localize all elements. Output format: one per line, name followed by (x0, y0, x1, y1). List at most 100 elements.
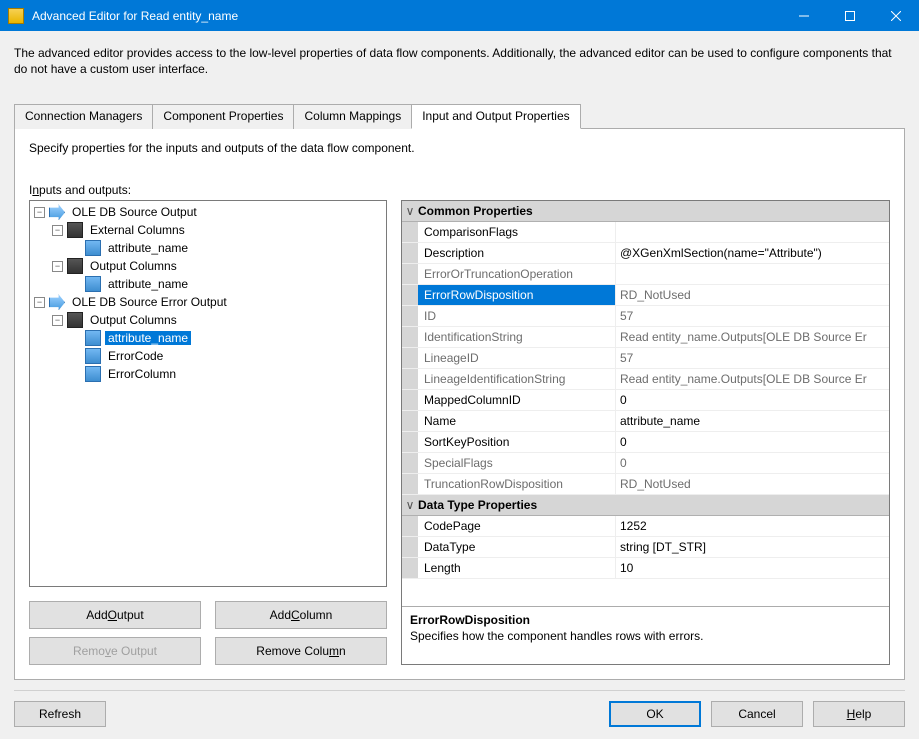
panel-description: Specify properties for the inputs and ou… (29, 141, 890, 155)
property-row[interactable]: ID57 (402, 306, 889, 327)
property-row[interactable]: SpecialFlags0 (402, 453, 889, 474)
property-row[interactable]: ErrorRowDispositionRD_NotUsed (402, 285, 889, 306)
property-name: Description (418, 243, 616, 263)
property-name: ID (418, 306, 616, 326)
property-row[interactable]: ComparisonFlags (402, 222, 889, 243)
property-panel: ∨Common PropertiesComparisonFlagsDescrip… (401, 200, 890, 665)
column-icon (85, 240, 101, 256)
collapse-icon[interactable]: ∨ (402, 498, 418, 512)
property-value[interactable]: Read entity_name.Outputs[OLE DB Source E… (616, 327, 889, 347)
property-row[interactable]: Length10 (402, 558, 889, 579)
property-row[interactable]: MappedColumnID0 (402, 390, 889, 411)
property-name: SpecialFlags (418, 453, 616, 473)
divider (14, 690, 905, 691)
property-value[interactable]: 10 (616, 558, 889, 578)
io-tree[interactable]: −OLE DB Source Output −External Columns … (29, 200, 387, 587)
ok-button[interactable]: OK (609, 701, 701, 727)
collapse-icon[interactable]: ∨ (402, 204, 418, 218)
property-value[interactable]: @XGenXmlSection(name="Attribute") (616, 243, 889, 263)
tree-node-column[interactable]: ErrorCode (30, 347, 386, 365)
left-column: −OLE DB Source Output −External Columns … (29, 200, 387, 665)
collapse-icon[interactable]: − (52, 261, 63, 272)
property-value[interactable]: string [DT_STR] (616, 537, 889, 557)
refresh-button[interactable]: Refresh (14, 701, 106, 727)
property-value[interactable]: attribute_name (616, 411, 889, 431)
property-name: Length (418, 558, 616, 578)
tree-buttons: Add Output Add Column Remove Output Remo… (29, 601, 387, 665)
collapse-icon[interactable]: − (34, 297, 45, 308)
tab-connection-managers[interactable]: Connection Managers (14, 104, 153, 129)
tabs-header: Connection Managers Component Properties… (14, 104, 905, 129)
tree-node-column-selected[interactable]: attribute_name (30, 329, 386, 347)
titlebar: Advanced Editor for Read entity_name (0, 0, 919, 31)
app-icon (8, 8, 24, 24)
property-row[interactable]: CodePage1252 (402, 516, 889, 537)
property-value[interactable]: 0 (616, 432, 889, 452)
category-label: Data Type Properties (418, 498, 537, 512)
tree-node-external-columns[interactable]: −External Columns (30, 221, 386, 239)
tab-column-mappings[interactable]: Column Mappings (293, 104, 412, 129)
column-icon (85, 348, 101, 364)
property-value[interactable]: RD_NotUsed (616, 474, 889, 494)
property-grid[interactable]: ∨Common PropertiesComparisonFlagsDescrip… (402, 201, 889, 606)
add-output-button[interactable]: Add Output (29, 601, 201, 629)
tree-node-output-columns[interactable]: −Output Columns (30, 311, 386, 329)
folder-icon (67, 258, 83, 274)
property-row[interactable]: LineageID57 (402, 348, 889, 369)
tree-node-ole-error-output[interactable]: −OLE DB Source Error Output (30, 293, 386, 311)
property-value[interactable]: Read entity_name.Outputs[OLE DB Source E… (616, 369, 889, 389)
minimize-button[interactable] (781, 0, 827, 31)
property-row[interactable]: DataTypestring [DT_STR] (402, 537, 889, 558)
collapse-icon[interactable]: − (52, 225, 63, 236)
property-row[interactable]: Description@XGenXmlSection(name="Attribu… (402, 243, 889, 264)
tree-node-output-columns[interactable]: −Output Columns (30, 257, 386, 275)
tab-io-properties[interactable]: Input and Output Properties (411, 104, 580, 129)
tree-node-column[interactable]: attribute_name (30, 239, 386, 257)
property-row[interactable]: SortKeyPosition0 (402, 432, 889, 453)
property-name: Name (418, 411, 616, 431)
property-value[interactable]: 1252 (616, 516, 889, 536)
footer: Refresh OK Cancel Help (14, 701, 905, 727)
property-value[interactable]: 57 (616, 348, 889, 368)
window-title: Advanced Editor for Read entity_name (32, 9, 781, 23)
property-value[interactable]: RD_NotUsed (616, 285, 889, 305)
property-value[interactable]: 0 (616, 390, 889, 410)
collapse-icon[interactable]: − (34, 207, 45, 218)
output-icon (49, 204, 65, 220)
property-row[interactable]: ErrorOrTruncationOperation (402, 264, 889, 285)
property-row[interactable]: Nameattribute_name (402, 411, 889, 432)
property-value[interactable]: 57 (616, 306, 889, 326)
property-name: IdentificationString (418, 327, 616, 347)
property-name: MappedColumnID (418, 390, 616, 410)
column-icon (85, 330, 101, 346)
output-icon (49, 294, 65, 310)
property-value[interactable] (616, 264, 889, 284)
property-category[interactable]: ∨Data Type Properties (402, 495, 889, 516)
collapse-icon[interactable]: − (52, 315, 63, 326)
folder-icon (67, 222, 83, 238)
help-title: ErrorRowDisposition (410, 613, 881, 627)
property-row[interactable]: IdentificationStringRead entity_name.Out… (402, 327, 889, 348)
cancel-button[interactable]: Cancel (711, 701, 803, 727)
column-icon (85, 366, 101, 382)
property-value[interactable]: 0 (616, 453, 889, 473)
maximize-button[interactable] (827, 0, 873, 31)
property-value[interactable] (616, 222, 889, 242)
add-column-button[interactable]: Add Column (215, 601, 387, 629)
remove-column-button[interactable]: Remove Column (215, 637, 387, 665)
content-area: The advanced editor provides access to t… (0, 31, 919, 739)
help-description: Specifies how the component handles rows… (410, 629, 881, 643)
property-category[interactable]: ∨Common Properties (402, 201, 889, 222)
window-controls (781, 0, 919, 31)
tree-node-column[interactable]: attribute_name (30, 275, 386, 293)
tab-component-properties[interactable]: Component Properties (152, 104, 294, 129)
editor-description: The advanced editor provides access to t… (14, 41, 905, 77)
tree-node-ole-output[interactable]: −OLE DB Source Output (30, 203, 386, 221)
close-button[interactable] (873, 0, 919, 31)
property-name: ErrorRowDisposition (418, 285, 616, 305)
tree-node-column[interactable]: ErrorColumn (30, 365, 386, 383)
help-button[interactable]: Help (813, 701, 905, 727)
property-name: SortKeyPosition (418, 432, 616, 452)
property-row[interactable]: TruncationRowDispositionRD_NotUsed (402, 474, 889, 495)
property-row[interactable]: LineageIdentificationStringRead entity_n… (402, 369, 889, 390)
